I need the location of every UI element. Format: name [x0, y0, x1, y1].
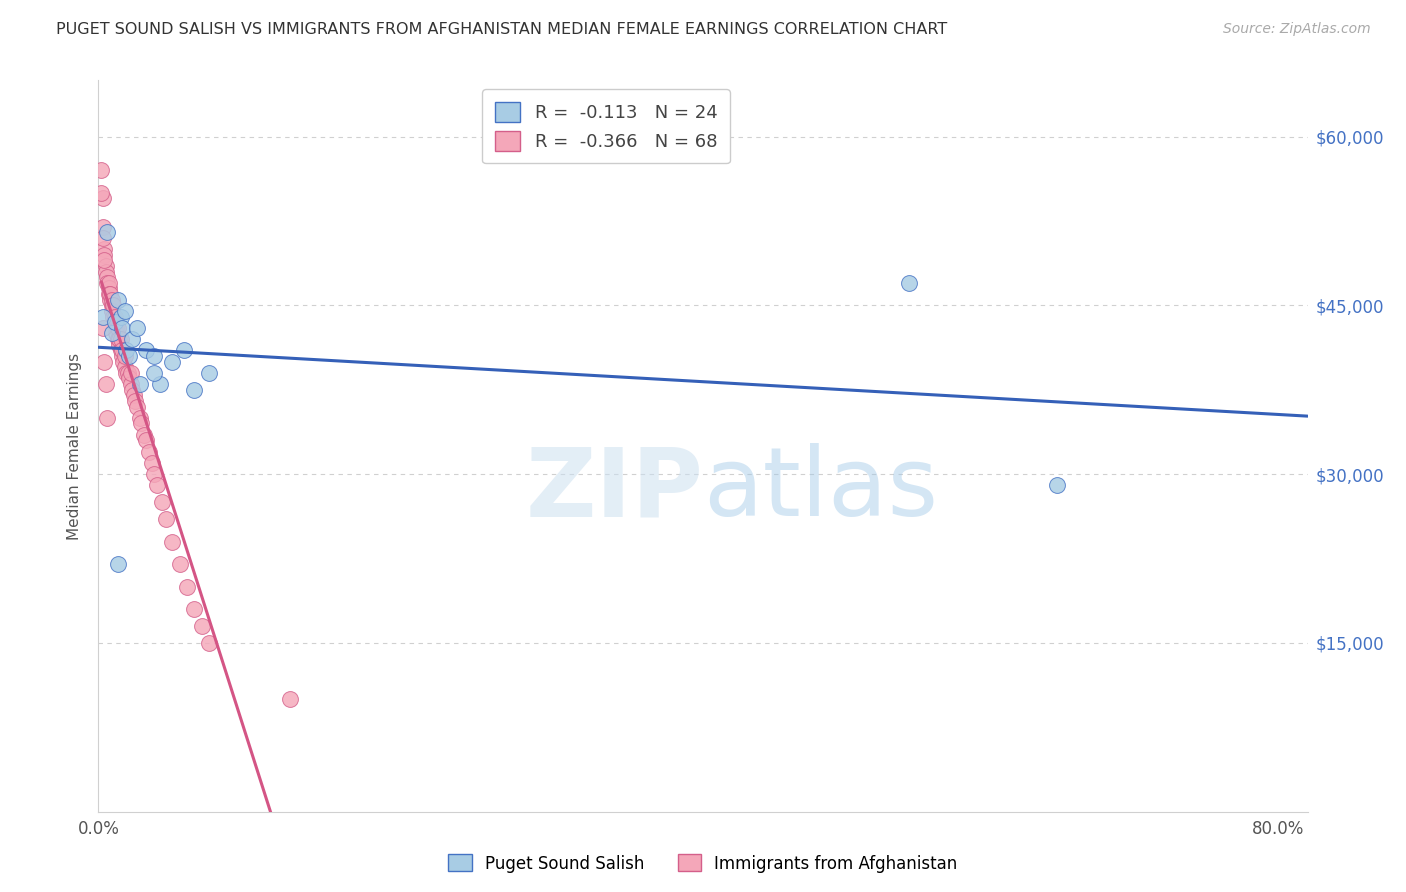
Point [100, 304, 122, 318]
Point [98, 287, 121, 301]
Point [114, 304, 136, 318]
Point [160, 354, 183, 368]
Point [150, 495, 173, 509]
Point [104, 315, 127, 329]
Point [128, 377, 150, 392]
Point [183, 383, 205, 397]
Point [108, 337, 131, 351]
Point [115, 343, 138, 358]
Point [94, 264, 117, 278]
Point [111, 343, 134, 358]
Point [97, 281, 120, 295]
Point [91, 219, 114, 234]
Point [110, 343, 132, 358]
Y-axis label: Median Female Earnings: Median Female Earnings [67, 352, 83, 540]
Point [111, 321, 134, 335]
Point [198, 366, 221, 380]
Point [143, 366, 166, 380]
Point [90, 186, 112, 200]
Point [91, 191, 114, 205]
Point [143, 467, 166, 482]
Point [114, 360, 136, 375]
Point [101, 310, 124, 324]
Point [122, 388, 145, 402]
Point [98, 293, 121, 307]
Legend: Puget Sound Salish, Immigrants from Afghanistan: Puget Sound Salish, Immigrants from Afgh… [441, 847, 965, 880]
Point [90, 163, 112, 178]
Point [128, 410, 150, 425]
Point [115, 366, 138, 380]
Point [169, 557, 191, 571]
Point [100, 293, 122, 307]
Point [97, 287, 120, 301]
Point [97, 276, 120, 290]
Point [155, 512, 177, 526]
Point [118, 371, 141, 385]
Point [96, 225, 118, 239]
Point [160, 534, 183, 549]
Text: ZIP: ZIP [524, 443, 703, 536]
Point [107, 293, 129, 307]
Point [125, 321, 148, 335]
Point [105, 321, 128, 335]
Point [183, 602, 205, 616]
Point [105, 326, 128, 341]
Legend: R =  -0.113   N = 24, R =  -0.366   N = 68: R = -0.113 N = 24, R = -0.366 N = 68 [482, 89, 730, 163]
Point [117, 366, 139, 380]
Text: atlas: atlas [703, 443, 938, 536]
Point [104, 310, 127, 324]
Point [111, 349, 134, 363]
Point [149, 377, 172, 392]
Point [104, 315, 127, 329]
Point [108, 332, 131, 346]
Point [93, 354, 115, 368]
Text: PUGET SOUND SALISH VS IMMIGRANTS FROM AFGHANISTAN MEDIAN FEMALE EARNINGS CORRELA: PUGET SOUND SALISH VS IMMIGRANTS FROM AF… [56, 22, 948, 37]
Point [100, 298, 122, 312]
Point [110, 332, 132, 346]
Point [96, 276, 118, 290]
Point [135, 434, 157, 448]
Point [96, 270, 118, 285]
Point [124, 394, 146, 409]
Point [121, 332, 143, 346]
Point [94, 259, 117, 273]
Point [198, 636, 221, 650]
Point [91, 321, 114, 335]
Point [107, 332, 129, 346]
Point [1046, 478, 1069, 492]
Point [141, 456, 163, 470]
Point [120, 377, 142, 392]
Text: Source: ZipAtlas.com: Source: ZipAtlas.com [1223, 22, 1371, 37]
Point [135, 343, 157, 358]
Point [143, 349, 166, 363]
Point [93, 242, 115, 256]
Point [110, 310, 132, 324]
Point [138, 444, 160, 458]
Point [120, 366, 142, 380]
Point [91, 310, 114, 324]
Point [129, 417, 152, 431]
Point [114, 349, 136, 363]
Point [278, 692, 301, 706]
Point [107, 557, 129, 571]
Point [93, 248, 115, 262]
Point [173, 343, 195, 358]
Point [112, 354, 135, 368]
Point [898, 276, 921, 290]
Point [125, 400, 148, 414]
Point [146, 478, 169, 492]
Point [176, 580, 198, 594]
Point [101, 298, 124, 312]
Point [96, 410, 118, 425]
Point [105, 315, 128, 329]
Point [100, 326, 122, 341]
Point [94, 377, 117, 392]
Point [107, 321, 129, 335]
Point [134, 427, 156, 442]
Point [93, 253, 115, 268]
Point [121, 383, 143, 397]
Point [91, 231, 114, 245]
Point [118, 349, 141, 363]
Point [190, 619, 212, 633]
